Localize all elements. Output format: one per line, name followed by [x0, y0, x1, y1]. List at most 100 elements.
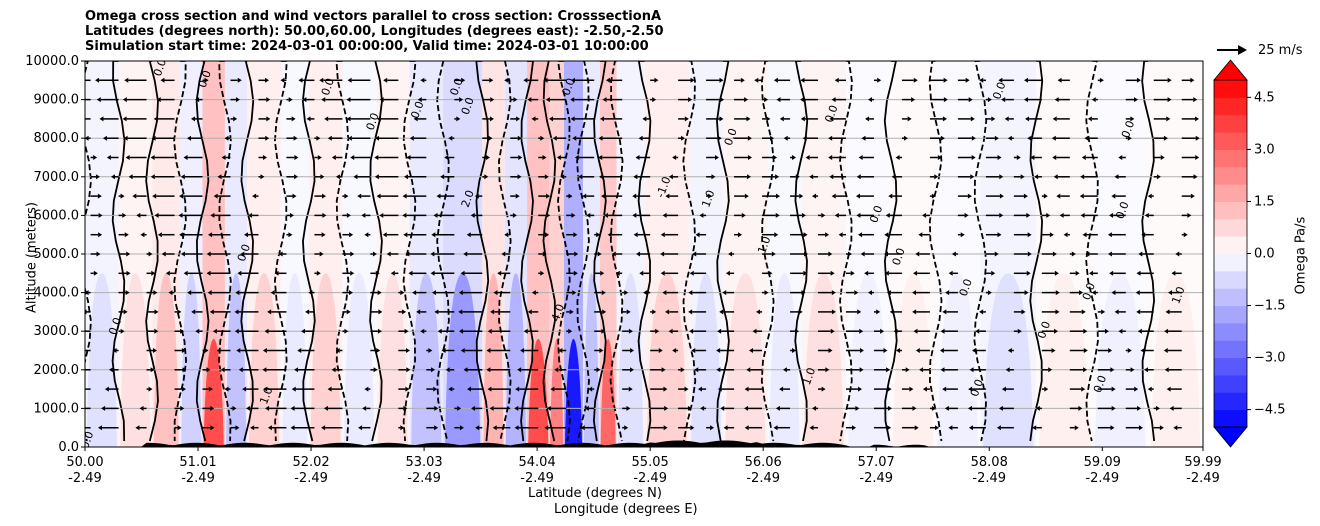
- wind-vector-head-679: [1053, 174, 1058, 180]
- wind-vector-head-641: [1020, 174, 1025, 180]
- wind-vector-head-671: [1083, 328, 1088, 334]
- wind-vector-head-488: [799, 193, 804, 199]
- x-tick-lon-3: -2.49: [407, 471, 441, 486]
- wind-vector-head-479: [782, 367, 787, 373]
- colorbar-tick-label-1: 3.0: [1254, 142, 1275, 157]
- wind-vector-head-266: [461, 77, 466, 83]
- wind-vector-head-327: [554, 367, 559, 373]
- wind-vector-head-563: [885, 212, 890, 218]
- wind-vector-head-245: [413, 116, 418, 122]
- wind-vector-head-241: [402, 193, 407, 199]
- wind-vector-head-443: [717, 328, 722, 334]
- wind-vector-head-594: [939, 348, 944, 353]
- wind-vector-head-277: [466, 232, 471, 238]
- title-block: Omega cross section and wind vectors par…: [85, 9, 664, 54]
- wind-vector-head-301: [517, 135, 522, 141]
- wind-vector-head-369: [624, 290, 629, 296]
- x-tick-lat-4: 54.04: [519, 455, 556, 470]
- wind-vector-head-678: [1056, 193, 1061, 199]
- wind-vector-head-84: [187, 290, 192, 296]
- omega-core-28: [937, 273, 979, 447]
- wind-vector-head-231: [433, 386, 438, 392]
- wind-vector-head-139: [264, 328, 269, 334]
- contour-label-10: 0.0: [459, 96, 477, 117]
- colorbar-extend-max: [1213, 59, 1248, 81]
- wind-vector-head-353: [596, 232, 601, 238]
- wind-vector-head-188: [324, 116, 329, 122]
- wind-vector-head-345: [588, 386, 593, 392]
- wind-vector-head-726: [1143, 367, 1148, 373]
- wind-vector-head-360: [570, 97, 575, 103]
- wind-vector-head-434: [717, 135, 722, 141]
- contour-label-11: 2.0: [459, 188, 477, 209]
- wind-vector-head-674: [1075, 270, 1080, 276]
- wind-vector-head-77: [210, 425, 215, 431]
- wind-vector-head-724: [1155, 405, 1160, 411]
- wind-vector-head-749: [1168, 290, 1173, 296]
- contour-line-8: [301, 61, 316, 442]
- contour-line-25: [794, 61, 809, 442]
- wind-vector-head-652: [1054, 328, 1059, 334]
- x-tick-lat-5: 55.05: [632, 455, 669, 470]
- wind-vector-head-575: [915, 348, 920, 353]
- wind-vector-head-447: [728, 251, 733, 257]
- wind-vector-head-492: [779, 116, 784, 122]
- wind-vector-head-309: [520, 348, 525, 353]
- wind-vector-head-295: [501, 251, 506, 257]
- wind-vector-head-619: [997, 232, 1002, 238]
- wind-vector-head-449: [741, 212, 746, 218]
- wind-vector-head-395: [635, 155, 640, 160]
- wind-vector-head-578: [912, 290, 917, 296]
- wind-vector-head-357: [574, 155, 579, 160]
- wind-vector-head-538: [880, 328, 885, 334]
- wind-vector-head-224: [374, 155, 379, 160]
- wind-vector-head-28: [126, 270, 131, 276]
- omega-core-4: [203, 338, 224, 447]
- wind-vector-head-208: [346, 97, 351, 103]
- wind-vector-head-164: [322, 212, 327, 218]
- wind-vector-head-176: [335, 348, 340, 353]
- wind-vector-head-342: [543, 77, 548, 83]
- wind-vector-head-665: [1024, 77, 1029, 83]
- wind-vector-head-105: [206, 251, 211, 257]
- wind-vector-head-745: [1164, 367, 1169, 373]
- wind-vector-head-397: [642, 116, 647, 122]
- wind-vector-head-437: [719, 77, 724, 83]
- wind-vector-head-314: [542, 251, 547, 257]
- wind-vector-head-485: [804, 251, 809, 257]
- colorbar-segment-8: [1214, 270, 1247, 289]
- wind-vector-head-475: [754, 77, 759, 83]
- wind-vector-head-362: [624, 425, 629, 431]
- wind-vector-head-78: [210, 405, 215, 411]
- wind-vector-head-106: [208, 232, 213, 238]
- wind-vector-head-268: [471, 405, 476, 411]
- wind-vector-head-432: [711, 174, 716, 180]
- wind-vector-head-503: [830, 270, 835, 276]
- x-tick-lon-1: -2.49: [181, 471, 215, 486]
- wind-vector-head-616: [987, 290, 992, 296]
- colorbar-tick-label-5: −3.0: [1254, 351, 1286, 366]
- wind-vector-head-258: [431, 232, 436, 238]
- wind-vector-head-627: [979, 77, 984, 83]
- wind-vector-head-340: [548, 116, 553, 122]
- wind-vector-head-152: [280, 77, 285, 83]
- wind-vector-head-451: [746, 174, 751, 180]
- wind-vector-head-129: [263, 155, 268, 160]
- wind-vector-head-590: [948, 425, 953, 431]
- wind-vector-head-213: [406, 367, 411, 373]
- wind-vector-head-265: [459, 97, 464, 103]
- wind-vector-head-37: [96, 97, 101, 103]
- wind-vector-head-522: [850, 270, 855, 276]
- colorbar-segment-5: [1214, 322, 1247, 341]
- wind-vector-head-527: [829, 174, 834, 180]
- wind-vector-head-419: [710, 425, 715, 431]
- wind-vector-head-257: [430, 251, 435, 257]
- wind-vector-head-112: [233, 116, 238, 122]
- wind-vector-head-528: [828, 155, 833, 160]
- wind-vector-head-142: [274, 270, 279, 276]
- wind-vector-head-212: [405, 386, 410, 392]
- wind-vector-head-623: [997, 155, 1002, 160]
- wind-vector-head-416: [684, 116, 689, 122]
- omega-core-0: [86, 273, 117, 447]
- wind-vector-head-477: [775, 405, 780, 411]
